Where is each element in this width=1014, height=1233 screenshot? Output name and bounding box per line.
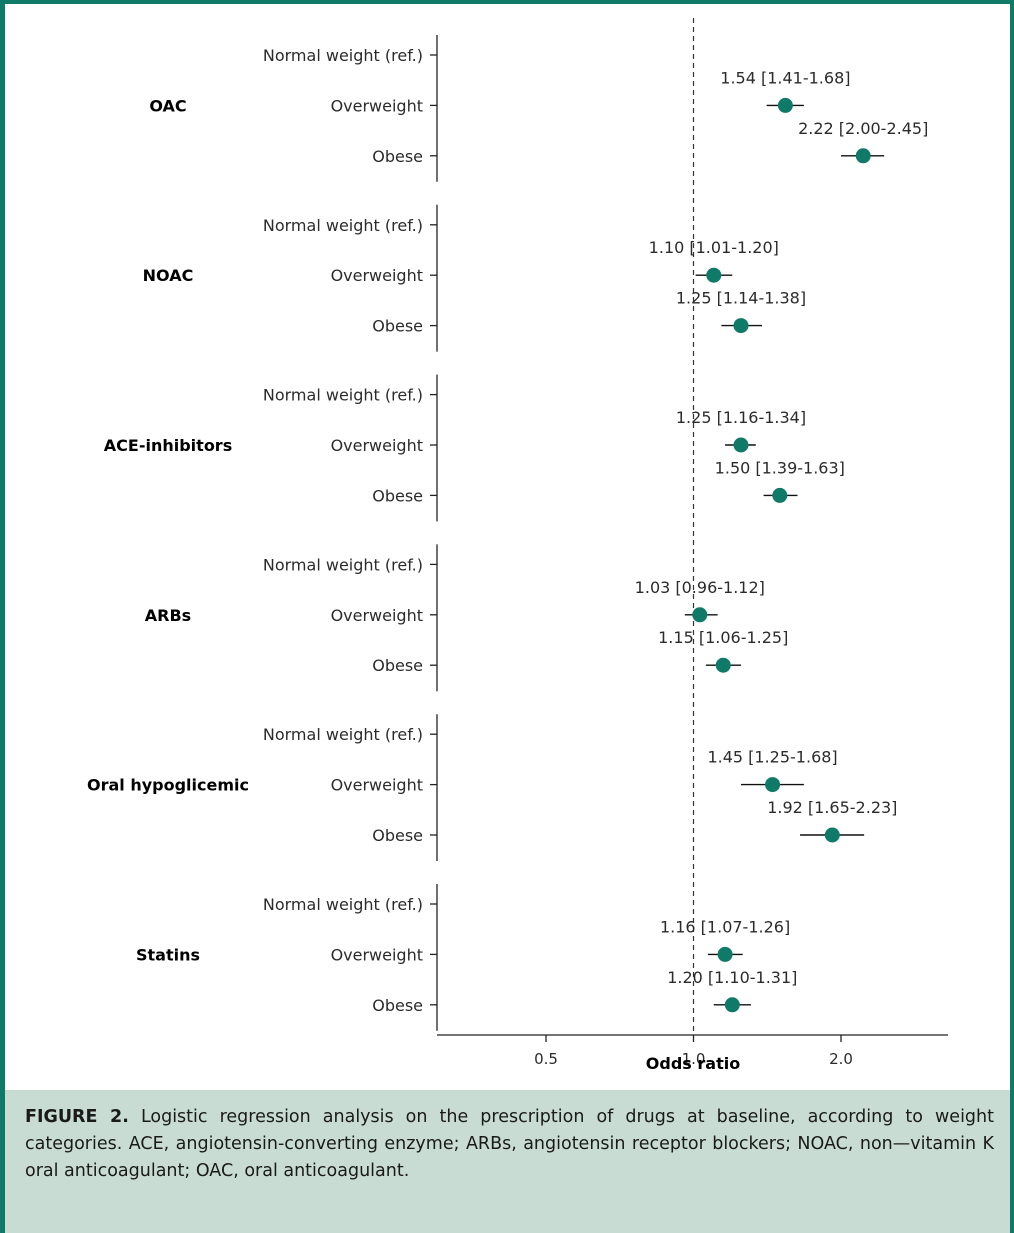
estimate-point bbox=[765, 777, 781, 793]
estimate-label: 1.15 [1.06-1.25] bbox=[658, 628, 788, 647]
row-label: Normal weight (ref.) bbox=[263, 216, 423, 235]
estimate-label: 1.25 [1.16-1.34] bbox=[676, 408, 806, 427]
row-label: Normal weight (ref.) bbox=[263, 555, 423, 574]
figure-caption: FIGURE 2. Logistic regression analysis o… bbox=[5, 1090, 1010, 1233]
group-label-0: OAC bbox=[149, 96, 186, 115]
estimate-point bbox=[715, 657, 731, 673]
estimate-point bbox=[772, 487, 788, 503]
row-label: Overweight bbox=[331, 266, 423, 285]
row-label: Overweight bbox=[331, 436, 423, 455]
estimate-label: 1.54 [1.41-1.68] bbox=[720, 68, 850, 87]
estimate-label: 1.25 [1.14-1.38] bbox=[676, 289, 806, 308]
estimate-point bbox=[855, 148, 871, 164]
group-label-1: NOAC bbox=[143, 266, 194, 285]
row-label: Obese bbox=[372, 486, 423, 505]
row-label: Overweight bbox=[331, 606, 423, 625]
row-label: Normal weight (ref.) bbox=[263, 725, 423, 744]
group-label-4: Oral hypoglicemic bbox=[87, 776, 249, 795]
row-label: Overweight bbox=[331, 776, 423, 795]
estimate-point bbox=[733, 437, 749, 453]
estimate-label: 1.92 [1.65-2.23] bbox=[767, 798, 897, 817]
group-label-2: ACE-inhibitors bbox=[104, 436, 232, 455]
estimate-label: 1.16 [1.07-1.26] bbox=[660, 917, 790, 936]
estimate-point bbox=[724, 997, 740, 1013]
row-label: Normal weight (ref.) bbox=[263, 386, 423, 405]
x-tick-label: 0.5 bbox=[534, 1050, 558, 1068]
row-label: Obese bbox=[372, 656, 423, 675]
estimate-point bbox=[692, 607, 708, 623]
x-tick-label: 2.0 bbox=[829, 1050, 853, 1068]
estimate-point bbox=[733, 318, 749, 334]
estimate-point bbox=[824, 827, 840, 843]
group-label-5: Statins bbox=[136, 945, 200, 964]
estimate-point bbox=[777, 97, 793, 113]
row-label: Obese bbox=[372, 996, 423, 1015]
estimate-label: 1.10 [1.01-1.20] bbox=[649, 238, 779, 257]
estimate-point bbox=[717, 946, 733, 962]
row-label: Overweight bbox=[331, 96, 423, 115]
row-label: Normal weight (ref.) bbox=[263, 46, 423, 65]
group-label-3: ARBs bbox=[145, 606, 191, 625]
estimate-label: 1.20 [1.10-1.31] bbox=[667, 968, 797, 987]
row-label: Overweight bbox=[331, 945, 423, 964]
x-axis-title: Odds ratio bbox=[646, 1054, 740, 1073]
estimate-label: 1.45 [1.25-1.68] bbox=[707, 748, 837, 767]
row-label: Obese bbox=[372, 826, 423, 845]
estimate-point bbox=[706, 267, 722, 283]
row-label: Normal weight (ref.) bbox=[263, 895, 423, 914]
forest-plot: OAC Normal weight (ref.) Overweight 1.54 [1… bbox=[87, 18, 948, 1073]
row-label: Obese bbox=[372, 147, 423, 166]
row-label: Obese bbox=[372, 317, 423, 336]
x-tick-label: 1.0 bbox=[682, 1050, 706, 1068]
caption-text: Logistic regression analysis on the pres… bbox=[25, 1107, 994, 1181]
estimate-label: 2.22 [2.00-2.45] bbox=[798, 119, 928, 138]
estimate-label: 1.50 [1.39-1.63] bbox=[715, 458, 845, 477]
estimate-label: 1.03 [0.96-1.12] bbox=[635, 578, 765, 597]
caption-label: FIGURE 2. bbox=[25, 1107, 129, 1127]
